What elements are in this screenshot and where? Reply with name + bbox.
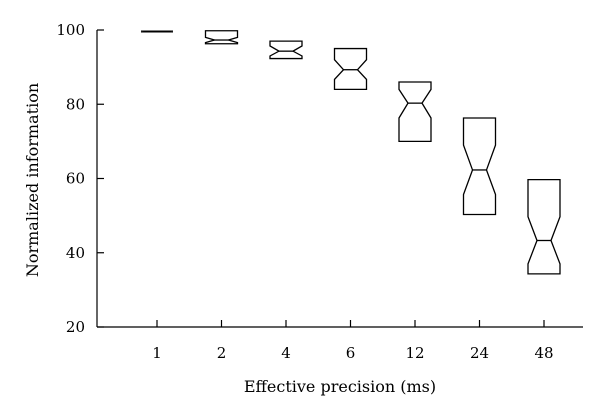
x-axis-title: Effective precision (ms) [244,377,436,396]
y-tick-label: 40 [66,244,85,262]
box-2 [204,30,239,45]
y-axis-title: Normalized information [23,83,42,277]
y-tick-label: 100 [56,21,85,39]
box-6 [333,47,368,91]
x-tick-label: 24 [470,344,489,362]
y-tick-label: 60 [66,170,85,188]
x-tick-label: 12 [405,344,424,362]
x-tick-label: 4 [281,344,291,362]
y-tick-label: 80 [66,95,85,113]
box-4 [269,40,303,60]
x-tick-label: 6 [346,344,356,362]
box-48 [527,178,561,275]
boxes [140,30,561,275]
x-tick-label: 2 [217,344,227,362]
y-tick-label: 20 [66,318,85,336]
box-12 [398,81,432,143]
x-tick-label: 48 [534,344,553,362]
x-tick-label: 1 [152,344,162,362]
box-24 [462,117,497,216]
